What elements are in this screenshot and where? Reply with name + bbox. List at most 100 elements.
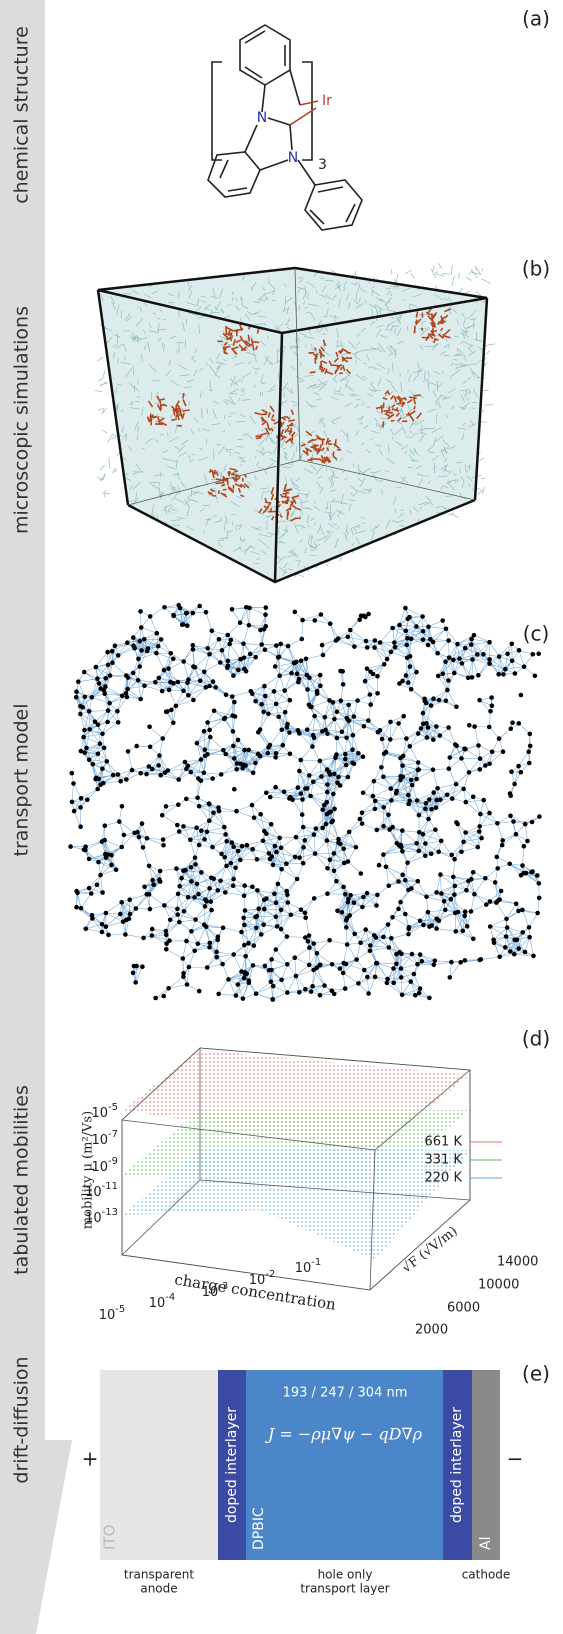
- site: [246, 941, 251, 946]
- site: [104, 911, 109, 916]
- site: [134, 906, 139, 911]
- site: [363, 615, 368, 620]
- site: [205, 720, 210, 725]
- site: [389, 798, 394, 803]
- site: [295, 671, 300, 676]
- site: [433, 827, 438, 832]
- site: [113, 644, 118, 649]
- site: [362, 724, 367, 729]
- site: [221, 748, 226, 753]
- site: [449, 960, 454, 965]
- site: [432, 963, 437, 968]
- site: [294, 974, 299, 979]
- site: [444, 699, 449, 704]
- site: [100, 766, 105, 771]
- site: [385, 977, 390, 982]
- site: [223, 752, 228, 757]
- site: [193, 855, 198, 860]
- site: [467, 770, 472, 775]
- site: [460, 661, 465, 666]
- site: [196, 941, 201, 946]
- site: [195, 796, 200, 801]
- site: [269, 957, 274, 962]
- site: [269, 822, 274, 827]
- site: [463, 909, 468, 914]
- site: [255, 857, 260, 862]
- site: [110, 660, 115, 665]
- site: [259, 932, 264, 937]
- layer-label: Al: [478, 1537, 494, 1550]
- site: [97, 681, 102, 686]
- site: [427, 996, 432, 1001]
- site: [252, 815, 257, 820]
- site: [404, 673, 409, 678]
- site: [401, 754, 406, 759]
- site: [488, 899, 493, 904]
- site: [489, 695, 494, 700]
- site: [160, 689, 165, 694]
- site: [407, 615, 412, 620]
- site: [398, 900, 403, 905]
- site: [409, 778, 414, 783]
- step-label: transport model: [11, 704, 33, 857]
- site: [406, 927, 411, 932]
- site: [438, 733, 443, 738]
- tick-base: 10: [91, 1106, 108, 1121]
- site: [133, 980, 138, 985]
- site: [463, 830, 468, 835]
- site: [431, 737, 436, 742]
- caption: transparent: [124, 1568, 194, 1582]
- site: [331, 792, 336, 797]
- site: [91, 762, 96, 767]
- site: [508, 814, 513, 819]
- site: [341, 885, 346, 890]
- site: [255, 914, 260, 919]
- site: [375, 691, 380, 696]
- site: [273, 664, 278, 669]
- site: [537, 814, 542, 819]
- site: [138, 771, 143, 776]
- site: [205, 830, 210, 835]
- site: [471, 937, 476, 942]
- site: [488, 924, 493, 929]
- site: [82, 670, 87, 675]
- site: [346, 703, 351, 708]
- site: [412, 972, 417, 977]
- site: [435, 786, 440, 791]
- site: [330, 988, 335, 993]
- site: [330, 962, 335, 967]
- site: [504, 934, 509, 939]
- site: [398, 774, 403, 779]
- site: [167, 938, 172, 943]
- site: [197, 843, 202, 848]
- site: [148, 614, 153, 619]
- simulation-box: [95, 263, 495, 582]
- tick-exp: -2: [265, 1269, 275, 1280]
- site: [303, 915, 308, 920]
- site: [323, 715, 328, 720]
- site: [495, 866, 500, 871]
- site: [89, 891, 94, 896]
- site: [481, 652, 486, 657]
- site: [406, 802, 411, 807]
- site: [363, 927, 368, 932]
- site: [176, 892, 181, 897]
- site: [414, 841, 419, 846]
- site: [340, 910, 345, 915]
- site: [313, 851, 318, 856]
- site: [311, 780, 316, 785]
- site: [256, 730, 261, 735]
- site: [162, 605, 167, 610]
- site: [352, 900, 357, 905]
- site: [483, 763, 488, 768]
- site: [136, 678, 141, 683]
- site: [267, 968, 272, 973]
- site: [487, 657, 492, 662]
- site: [185, 680, 190, 685]
- site: [297, 731, 302, 736]
- legend-label: 661 K: [425, 1135, 463, 1150]
- site: [520, 863, 525, 868]
- site: [159, 637, 164, 642]
- site: [332, 869, 337, 874]
- site: [95, 787, 100, 792]
